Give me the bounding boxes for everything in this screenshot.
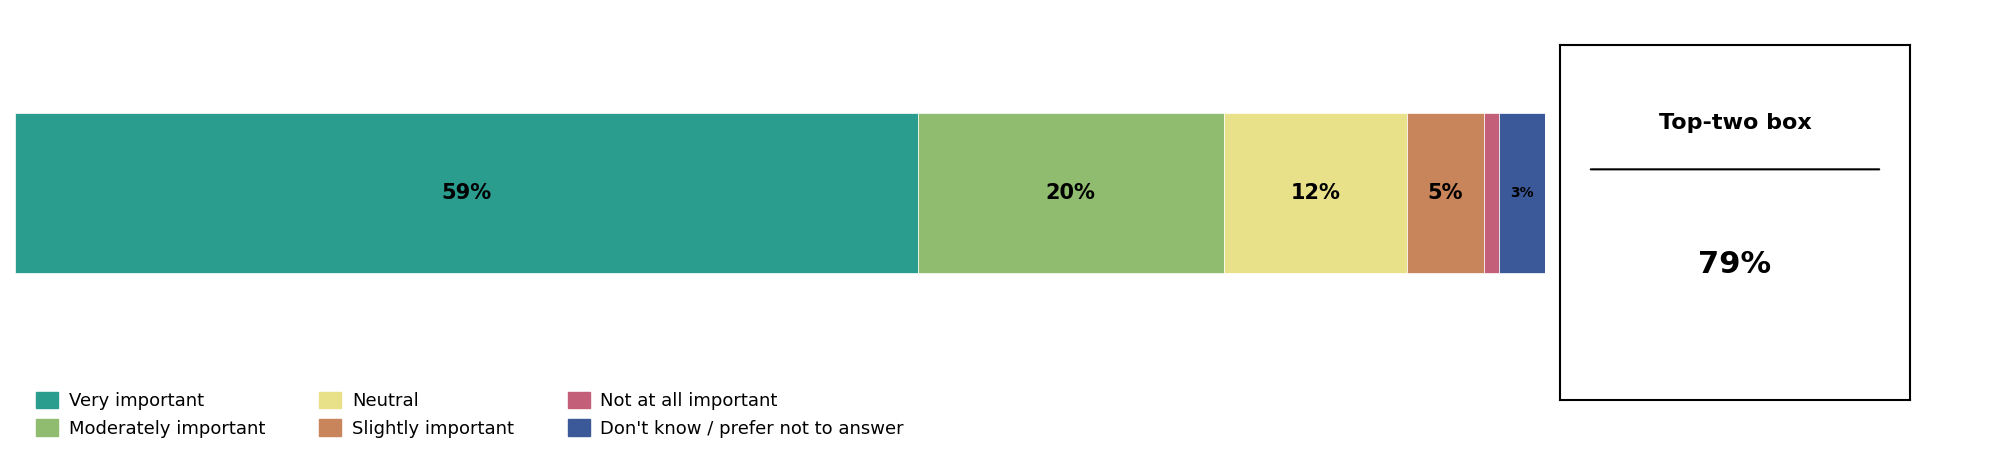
- Legend: Very important, Moderately important, Neutral, Slightly important, Not at all im: Very important, Moderately important, Ne…: [30, 385, 912, 445]
- Text: Top-two box: Top-two box: [1658, 114, 1812, 133]
- Text: 3%: 3%: [1510, 186, 1534, 200]
- Text: 59%: 59%: [442, 183, 492, 203]
- Text: 5%: 5%: [1428, 183, 1464, 203]
- Bar: [1500, 113, 1546, 273]
- Bar: [1484, 113, 1500, 273]
- Text: 12%: 12%: [1290, 183, 1340, 203]
- Bar: [918, 113, 1224, 273]
- Bar: [1408, 113, 1484, 273]
- Text: 79%: 79%: [1698, 251, 1772, 280]
- Bar: [1224, 113, 1408, 273]
- Bar: [16, 113, 918, 273]
- Text: 20%: 20%: [1046, 183, 1096, 203]
